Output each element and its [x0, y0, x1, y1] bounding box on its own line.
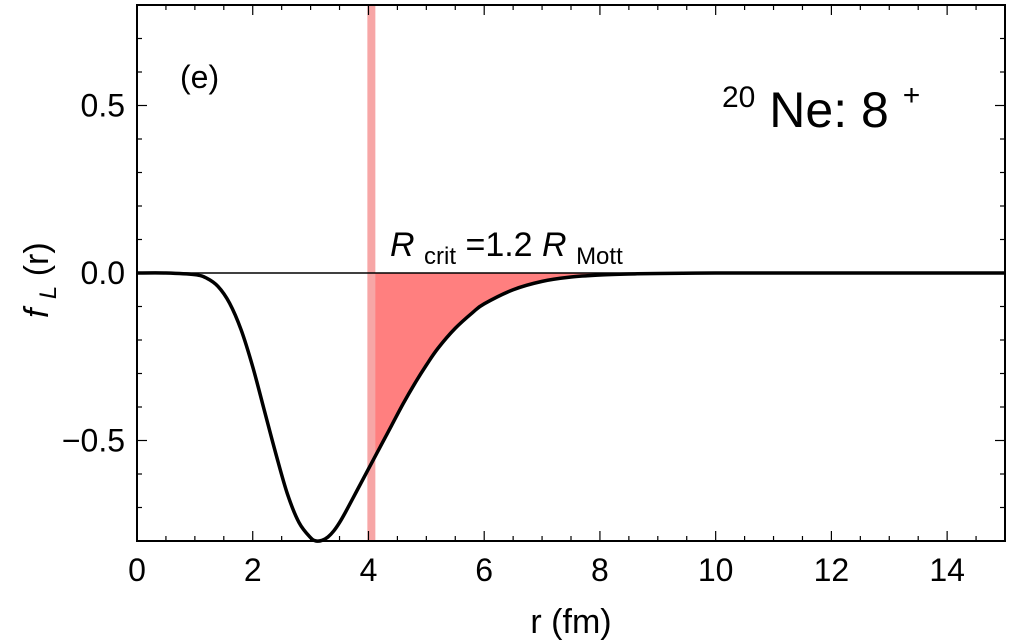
data-curve — [136, 271, 1005, 543]
y-axis-label-main: f — [18, 305, 56, 318]
x-tick-label: 2 — [244, 552, 262, 588]
shaded-area — [371, 273, 1005, 464]
curve-layer — [136, 271, 1005, 543]
critical-radius-annotation: R crit =1.2 R Mott — [390, 226, 623, 272]
annotation-crit-subscript: crit — [424, 243, 456, 270]
annotation-r2: R — [542, 226, 567, 264]
shaded-region-layer — [371, 273, 1005, 464]
y-tick-label: 0.5 — [81, 88, 125, 124]
ticks-layer: 0 2 4 6 8 10 12 14 −0.5 0.0 0.5 — [62, 4, 1006, 588]
annotation-mott-subscript: Mott — [576, 243, 623, 270]
y-axis-label-suffix: (r) — [18, 242, 56, 276]
x-tick-label: 8 — [591, 552, 609, 588]
y-axis-label: f L (r) — [18, 242, 64, 318]
chart-title: 20 Ne: 8 + — [722, 62, 920, 138]
x-tick-label: 6 — [475, 552, 493, 588]
y-tick-label: −0.5 — [62, 423, 125, 459]
annotation-r: R — [390, 226, 415, 264]
title-mass-number: 20 — [722, 81, 755, 114]
title-charge: + — [903, 79, 921, 112]
x-tick-label: 0 — [128, 552, 146, 588]
y-tick-label: 0.0 — [81, 255, 125, 291]
x-tick-label: 4 — [360, 552, 378, 588]
y-axis-label-subscript: L — [35, 286, 62, 299]
title-element: Ne: 8 — [769, 82, 889, 138]
x-axis-label: r (fm) — [530, 603, 611, 641]
panel-label: (e) — [180, 59, 219, 95]
x-tick-label: 12 — [814, 552, 850, 588]
annotation-middle: =1.2 — [465, 226, 542, 264]
x-tick-label: 10 — [698, 552, 734, 588]
x-tick-label: 14 — [929, 552, 965, 588]
